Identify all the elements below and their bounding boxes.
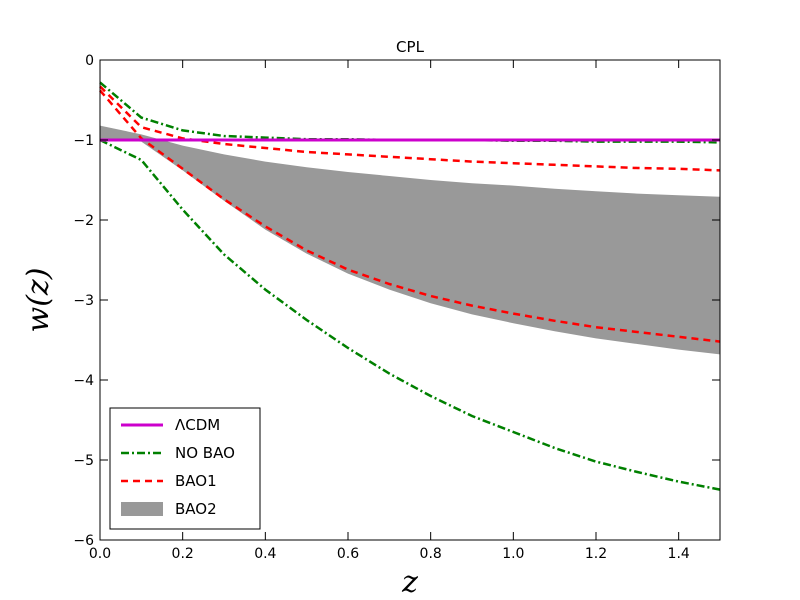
y-tick-label: −6 [73,533,94,549]
chart-title: CPL [396,38,425,56]
series-bao2-band [100,125,720,355]
y-tick-label: 0 [85,53,94,69]
legend-label-no-bao: NO BAO [175,444,235,462]
axis-ticks: 0.0 0.2 0.4 0.6 0.8 1.0 1.2 1.4 0 −1 −2 −3 −4 −5 −6 [73,53,720,562]
x-tick-label: 0.4 [254,546,276,562]
x-tick-label: 1.4 [668,546,690,562]
legend-label-bao2: BAO2 [175,500,217,518]
plot-area [99,81,721,491]
series-no-bao-line-2 [99,138,721,491]
legend-key-bao2 [121,502,163,516]
legend: ΛCDM NO BAO BAO1 BAO2 [109,407,261,530]
x-tick-label: 1.2 [585,546,607,562]
x-tick-label: 0.6 [337,546,359,562]
series-bao1-line-2 [99,89,721,343]
y-tick-label: −3 [73,293,94,309]
y-tick-label: −1 [73,133,94,149]
legend-label-bao1: BAO1 [175,472,217,490]
x-tick-label: 0.0 [89,546,111,562]
legend-label-lcdm: ΛCDM [175,416,220,434]
x-tick-label: 1.0 [502,546,524,562]
y-axis-label: w(z) [21,268,56,333]
x-tick-label: 0.8 [420,546,442,562]
y-tick-label: −2 [73,213,94,229]
x-axis-label: z [401,565,418,600]
x-tick-label: 0.2 [172,546,194,562]
y-tick-label: −4 [73,373,94,389]
y-tick-label: −5 [73,453,94,469]
